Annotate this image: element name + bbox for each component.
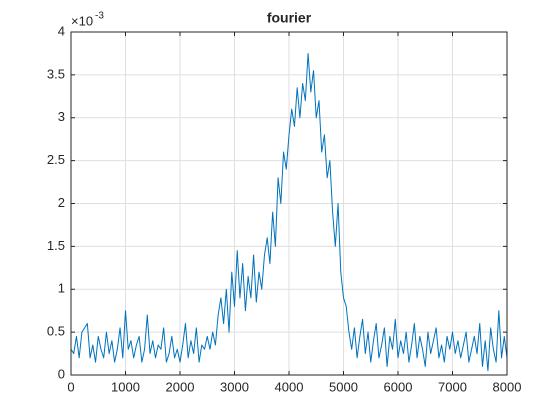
x-tick-label: 4000 [275,379,304,394]
chart-title: fourier [267,10,312,26]
x-tick-label: 3000 [220,379,249,394]
y-multiplier-exponent: -3 [95,11,104,22]
x-tick-label: 8000 [493,379,522,394]
y-tick-label: 3.5 [47,66,65,81]
y-multiplier-base: ×10 [71,13,93,28]
y-tick-label: 1.5 [47,238,65,253]
x-tick-label: 7000 [438,379,467,394]
y-tick-label: 2 [58,195,65,210]
y-tick-label: 1 [58,281,65,296]
x-tick-label: 1000 [111,379,140,394]
data-line [70,52,508,372]
y-tick-label: 3 [58,109,65,124]
x-tick-label: 0 [67,379,74,394]
y-tick-label: 0 [58,366,65,381]
y-tick-label: 4 [58,23,65,38]
x-tick-label: 5000 [329,379,358,394]
x-tick-label: 2000 [166,379,195,394]
x-tick-label: 6000 [384,379,413,394]
y-tick-label: 2.5 [47,152,65,167]
y-tick-label: 0.5 [47,324,65,339]
